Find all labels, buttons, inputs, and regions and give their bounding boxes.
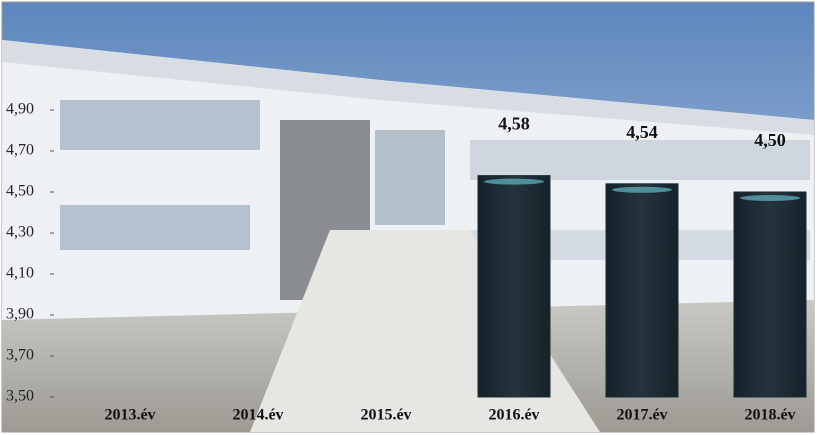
- y-tick-label: 4,70: [6, 142, 34, 159]
- y-tick-label: 4,90: [6, 101, 34, 118]
- y-tick-label: 3,70: [6, 347, 34, 364]
- y-tick-label: 3,50: [6, 388, 34, 405]
- bar: [605, 183, 679, 398]
- value-label: 4,58: [498, 114, 530, 134]
- bar-cap: [484, 178, 544, 185]
- y-tick-label: 4,30: [6, 224, 34, 241]
- x-tick-label: 2014.év: [232, 407, 283, 424]
- bar-cap: [612, 186, 672, 193]
- x-tick-label: 2015.év: [360, 407, 411, 424]
- value-label: 4,50: [754, 130, 786, 150]
- x-tick-label: 2013.év: [104, 407, 155, 424]
- y-tick-label: 3,90: [6, 306, 34, 323]
- x-tick-label: 2017.év: [616, 407, 667, 424]
- bar-cap: [740, 195, 800, 201]
- bar: [733, 191, 807, 398]
- y-tick-label: 4,10: [6, 265, 34, 282]
- x-tick-label: 2016.év: [488, 407, 539, 424]
- value-label: 4,54: [626, 122, 658, 142]
- x-tick-label: 2018.év: [744, 407, 795, 424]
- bar: [477, 175, 551, 398]
- y-tick-label: 4,50: [6, 183, 34, 200]
